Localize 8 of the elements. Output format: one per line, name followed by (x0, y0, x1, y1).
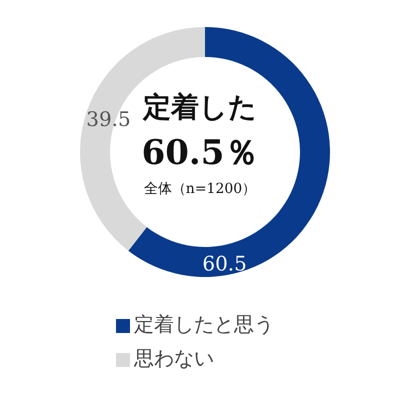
legend-label: 思わない (134, 346, 214, 370)
data-label: 60.5 (202, 251, 247, 276)
data-label: 39.5 (86, 106, 131, 131)
donut-slice (128, 27, 330, 277)
legend-label: 定着したと思う (134, 312, 274, 336)
text: 60.5％ (142, 133, 258, 173)
text: 全体（n=1200） (144, 181, 256, 197)
text: 定着した (142, 90, 257, 124)
